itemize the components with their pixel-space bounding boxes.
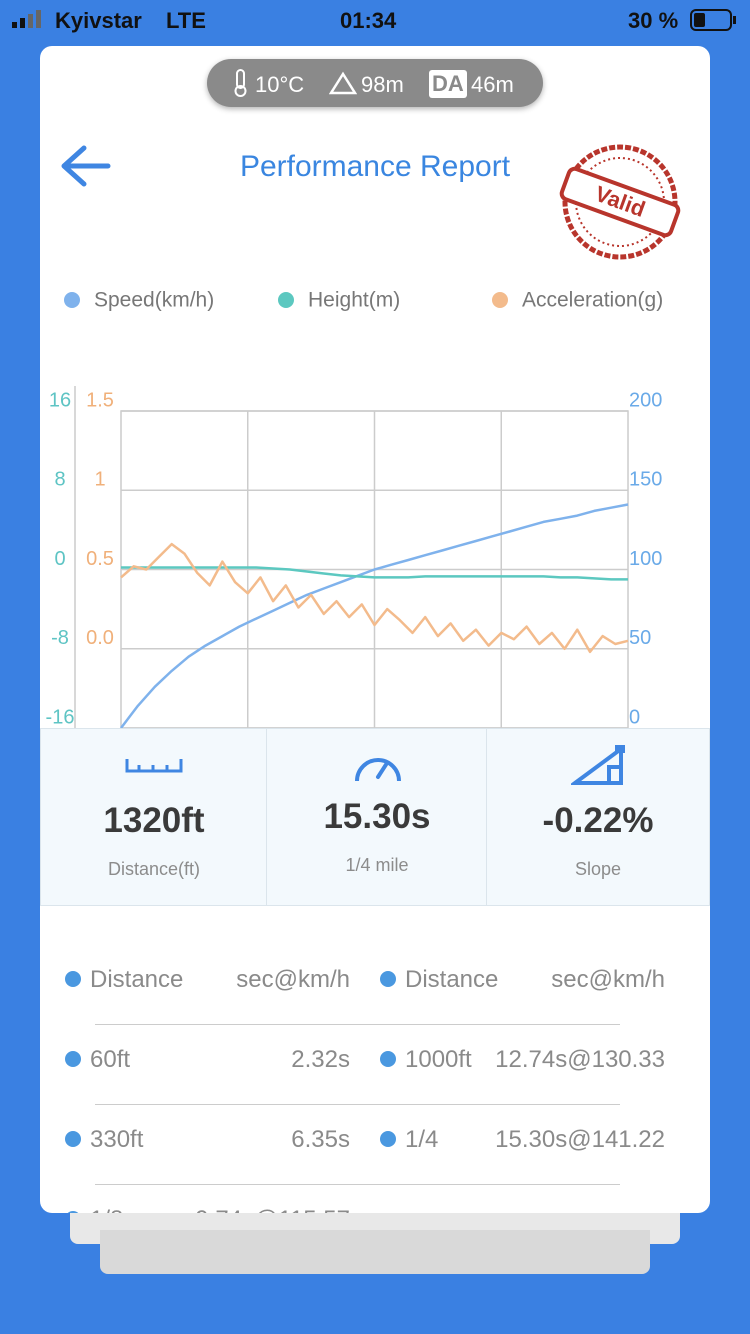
stat-value: 1320ft — [103, 801, 205, 840]
row-divider — [95, 1104, 620, 1105]
tick-label: 0.5 — [86, 548, 114, 570]
carrier: Kyivstar — [55, 8, 142, 33]
bullet — [65, 1051, 81, 1067]
tick-label: 16 — [49, 389, 71, 411]
bullet — [65, 971, 81, 987]
stat-value: -0.22% — [542, 801, 654, 840]
stat-card: -0.22% Slope — [486, 728, 710, 906]
tick-label: 8 — [54, 469, 65, 491]
ruler-icon — [125, 759, 183, 773]
stat-card: 1320ft Distance(ft) — [40, 728, 268, 906]
battery-icon — [690, 9, 736, 31]
split-name: 1000ft — [405, 1046, 472, 1073]
split-time: 12.74s@130.33 — [495, 1046, 665, 1073]
split-name: 330ft — [90, 1126, 144, 1153]
split-name: Distance — [405, 966, 499, 993]
tick-label: 0.0 — [86, 627, 114, 649]
split-table: Distance sec@km/h Distance sec@km/h 60ft 2.32… — [40, 946, 710, 1213]
tick-label: 1 — [94, 469, 105, 491]
split-time: sec@km/h — [551, 966, 665, 993]
series-line — [120, 503, 629, 729]
legend-label: Acceleration(g) — [522, 289, 663, 312]
legend-dot — [278, 292, 294, 308]
split-time: sec@km/h — [236, 966, 350, 993]
altitude: 98m — [361, 72, 404, 97]
stat-label: Slope — [574, 859, 622, 879]
bullet — [380, 1051, 396, 1067]
bullet — [65, 1211, 81, 1213]
stat-label: Distance(ft) — [107, 859, 201, 879]
clock: 01:34 — [340, 8, 397, 33]
back-button[interactable] — [58, 144, 114, 188]
split-time: 6.35s — [291, 1126, 350, 1153]
card-shadow — [100, 1230, 650, 1274]
thermometer-icon — [234, 69, 247, 97]
chart: Speed(km/h) Height(m) Acceleration(g) -16 -8… — [46, 289, 663, 736]
bullet — [380, 971, 396, 987]
legend-dot — [492, 292, 508, 308]
page-title: Performance Report — [239, 150, 511, 183]
split-name: 1/4 — [405, 1126, 439, 1153]
tick-label: 0 — [54, 548, 65, 570]
split-time: 2.32s — [291, 1046, 350, 1073]
series-line — [120, 542, 629, 654]
bullet — [65, 1131, 81, 1147]
valid-stamp: Valid — [559, 144, 681, 260]
network: LTE — [166, 8, 206, 33]
legend-label: Height(m) — [308, 289, 400, 312]
series-line — [121, 566, 628, 581]
split-time: 9.74s@115.57 — [195, 1206, 350, 1213]
da-badge: DA — [429, 70, 467, 98]
signal-icon — [12, 10, 41, 28]
tick-label: 150 — [629, 469, 662, 491]
bullet — [380, 1131, 396, 1147]
legend-label: Speed(km/h) — [94, 289, 214, 312]
tick-label: 200 — [629, 389, 662, 411]
stat-label: 1/4 mile — [345, 855, 409, 875]
stat-card: 15.30s 1/4 mile — [266, 728, 488, 906]
split-name: 1/8 — [90, 1206, 123, 1213]
split-name: Distance — [90, 966, 184, 993]
altitude-icon — [329, 71, 357, 95]
conditions-pill: 10°C 98m DA 46m — [207, 59, 543, 107]
split-time: 15.30s@141.22 — [495, 1126, 665, 1153]
stat-value: 15.30s — [323, 797, 431, 836]
gauge-icon — [355, 758, 401, 782]
legend-dot — [64, 292, 80, 308]
density-altitude: 46m — [471, 72, 514, 97]
battery-level: 30 % — [628, 8, 679, 33]
slope-icon — [571, 745, 625, 785]
tick-label: -16 — [46, 706, 75, 728]
tick-label: 50 — [629, 627, 651, 649]
tick-label: 100 — [629, 548, 662, 570]
temperature: 10°C — [255, 72, 305, 97]
split-name: 60ft — [90, 1046, 131, 1073]
row-divider — [95, 1024, 620, 1025]
tick-label: 0 — [629, 706, 640, 728]
tick-label: 1.5 — [86, 389, 114, 411]
row-divider — [95, 1184, 620, 1185]
report-card: 10°C 98m DA 46m Performance Report Valid… — [40, 46, 710, 1213]
tick-label: -8 — [51, 627, 69, 649]
